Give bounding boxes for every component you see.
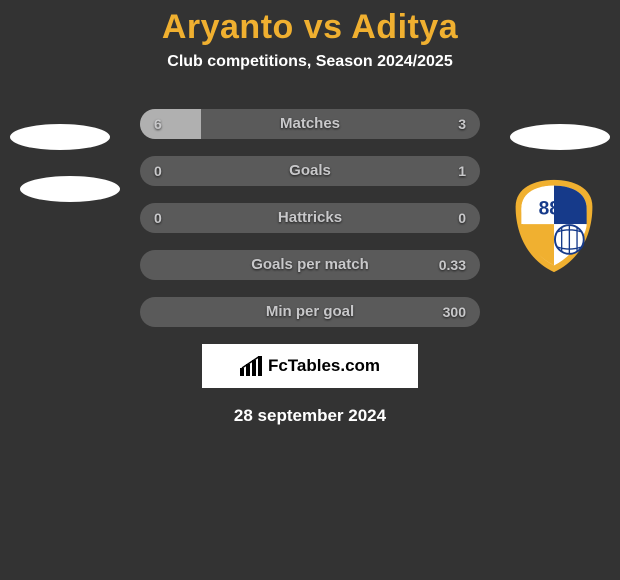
stat-value-right: 300	[443, 297, 466, 327]
left-decor-ellipse-1	[10, 124, 110, 150]
left-decor-ellipse-2	[20, 176, 120, 202]
stat-value-right: 1	[458, 156, 466, 186]
fctables-attribution-text: FcTables.com	[268, 356, 380, 376]
stats-container: 6Matches30Goals10Hattricks0Goals per mat…	[140, 109, 480, 327]
stat-row: Goals per match0.33	[140, 250, 480, 280]
stat-label: Min per goal	[140, 297, 480, 327]
stat-row: Min per goal300	[140, 297, 480, 327]
stat-label: Hattricks	[140, 203, 480, 233]
stat-row: 0Hattricks0	[140, 203, 480, 233]
stat-value-right: 0.33	[439, 250, 466, 280]
stat-label: Goals	[140, 156, 480, 186]
comparison-title: Aryanto vs Aditya	[0, 0, 620, 53]
right-decor-ellipse	[510, 124, 610, 150]
club-logo-text: 88	[539, 198, 561, 219]
stat-label: Goals per match	[140, 250, 480, 280]
club-logo: 88	[506, 178, 602, 274]
stat-label: Matches	[140, 109, 480, 139]
bars-icon	[240, 356, 264, 376]
comparison-subtitle: Club competitions, Season 2024/2025	[0, 53, 620, 71]
stat-row: 0Goals1	[140, 156, 480, 186]
club-logo-ball-lines	[558, 225, 581, 254]
stat-value-right: 0	[458, 203, 466, 233]
stat-row: 6Matches3	[140, 109, 480, 139]
stat-value-right: 3	[458, 109, 466, 139]
fctables-attribution-box: FcTables.com	[202, 344, 418, 388]
snapshot-date: 28 september 2024	[0, 406, 620, 426]
